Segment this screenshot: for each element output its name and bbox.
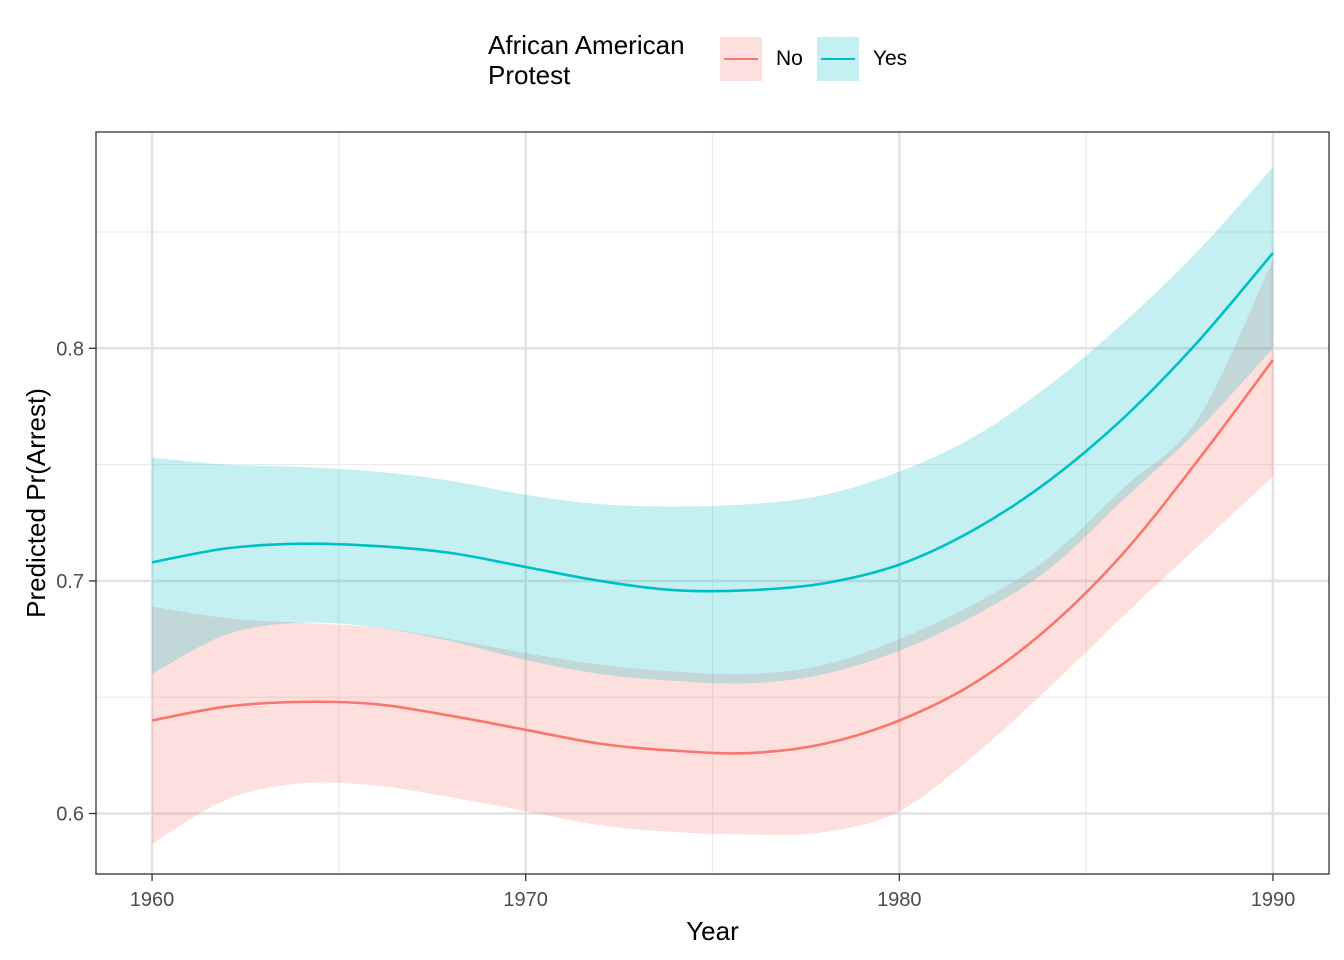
confidence-bands bbox=[152, 166, 1273, 844]
x-axis-title: Year bbox=[686, 916, 739, 946]
x-tick-label: 1980 bbox=[877, 889, 922, 911]
y-tick-label: 0.6 bbox=[56, 804, 84, 826]
legend: African American Protest No Yes bbox=[488, 30, 921, 90]
x-tick-label: 1990 bbox=[1251, 889, 1296, 911]
legend-title-line-2: Protest bbox=[488, 60, 571, 90]
legend-item-no: No bbox=[720, 37, 803, 81]
legend-items: No Yes bbox=[720, 37, 921, 81]
series-lines bbox=[151, 252, 1274, 755]
x-tick-label: 1960 bbox=[130, 889, 175, 911]
gridlines bbox=[96, 132, 1329, 874]
legend-key-no bbox=[720, 37, 762, 81]
y-tick-label: 0.8 bbox=[56, 338, 84, 360]
legend-label-no: No bbox=[776, 47, 803, 70]
y-tick-label: 0.7 bbox=[56, 571, 84, 593]
line-no bbox=[151, 359, 1274, 755]
legend-title: African American Protest bbox=[488, 30, 728, 90]
plot-panel-border bbox=[95, 131, 1330, 875]
legend-label-yes: Yes bbox=[872, 47, 908, 70]
axis-ticks: 1960 1970 1980 1990 0.6 0.7 0.8 bbox=[56, 338, 1295, 911]
band-no bbox=[152, 259, 1273, 844]
legend-item-yes: Yes bbox=[816, 37, 908, 81]
x-tick-label: 1970 bbox=[503, 889, 548, 911]
band-yes bbox=[152, 166, 1273, 684]
y-axis-title: Predicted Pr(Arrest) bbox=[21, 388, 51, 618]
legend-key-yes bbox=[816, 37, 859, 81]
legend-title-line-1: African American bbox=[488, 30, 685, 60]
line-yes bbox=[151, 252, 1274, 593]
